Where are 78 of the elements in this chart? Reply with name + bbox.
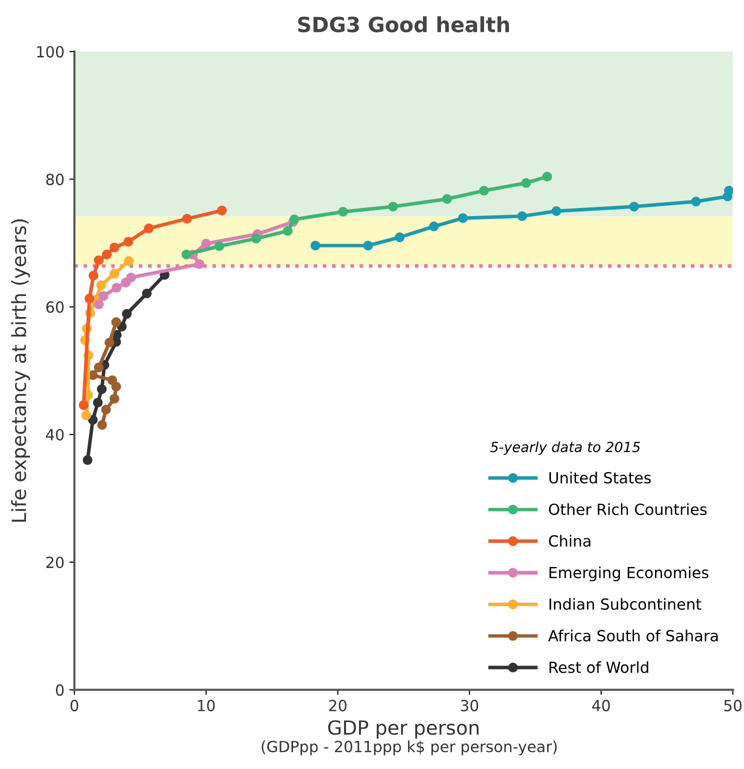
point — [251, 234, 261, 244]
point — [201, 238, 211, 249]
x-tick-label: 20 — [329, 700, 346, 712]
x-tick-label: 10 — [198, 700, 215, 712]
point — [110, 242, 120, 252]
legend-label: China — [548, 534, 590, 547]
x-tick-label: 40 — [592, 700, 610, 712]
point — [194, 259, 204, 269]
point — [84, 294, 94, 304]
x-tick-label: 50 — [724, 700, 742, 712]
y-tick-label: 80 — [46, 174, 64, 186]
y-tick-label: 20 — [46, 556, 64, 568]
point — [458, 213, 468, 223]
y-tick-label: 60 — [46, 301, 64, 313]
point — [363, 240, 373, 250]
point — [429, 222, 439, 232]
point — [517, 211, 527, 222]
point — [282, 226, 293, 236]
point — [98, 291, 108, 301]
point — [104, 338, 114, 348]
point — [96, 280, 106, 290]
point — [338, 206, 348, 217]
point — [217, 206, 227, 216]
point — [110, 268, 120, 278]
point — [94, 362, 104, 372]
point — [124, 236, 134, 247]
point — [724, 186, 733, 196]
point — [552, 206, 562, 216]
point — [542, 172, 552, 182]
point — [122, 308, 132, 319]
point — [94, 255, 104, 266]
point — [97, 420, 107, 430]
point — [182, 214, 192, 224]
y-tick-label: 40 — [46, 428, 64, 441]
point — [102, 250, 112, 260]
legend-label: Rest of World — [550, 661, 648, 674]
point — [521, 178, 531, 188]
point — [124, 256, 134, 266]
point — [214, 241, 224, 252]
x-tick-label: 30 — [460, 700, 478, 712]
point — [388, 202, 398, 212]
text: (GDPpp - 2011ppp k$ per person-year) — [262, 740, 557, 756]
point — [88, 414, 98, 425]
legend-label: Indian Subcontinent — [550, 598, 702, 610]
legend-label: United States — [549, 472, 651, 484]
point — [107, 375, 118, 386]
x-axis-title: GDP per person — [328, 720, 479, 739]
point — [442, 194, 452, 204]
point — [111, 317, 122, 328]
point — [96, 384, 107, 394]
point — [82, 455, 92, 465]
point — [142, 288, 152, 298]
point — [144, 223, 154, 234]
point — [110, 394, 120, 404]
legend-title: 5-yearly data to 2015 — [490, 441, 640, 455]
chart-title: SDG3 Good health — [298, 16, 509, 32]
point — [479, 186, 489, 196]
point — [181, 250, 192, 260]
point — [94, 299, 104, 310]
legend-label: Emerging Economies — [550, 566, 708, 582]
point — [629, 202, 639, 212]
x-tick-label: 0 — [70, 700, 78, 712]
point — [112, 282, 122, 293]
y-axis-title: Life expectancy at birth (years) — [11, 219, 30, 522]
point — [81, 410, 92, 420]
point — [101, 404, 111, 414]
point — [92, 398, 103, 408]
point — [78, 400, 88, 410]
legend-label: Other Rich Countries — [548, 503, 707, 516]
legend-label: Africa South of Sahara — [548, 630, 718, 642]
point — [310, 240, 320, 250]
point — [394, 232, 405, 242]
point — [289, 214, 300, 224]
point — [88, 270, 98, 280]
y-tick-label: 100 — [37, 46, 64, 58]
y-tick-label: 0 — [56, 684, 64, 696]
point — [126, 272, 136, 282]
point — [691, 196, 701, 206]
